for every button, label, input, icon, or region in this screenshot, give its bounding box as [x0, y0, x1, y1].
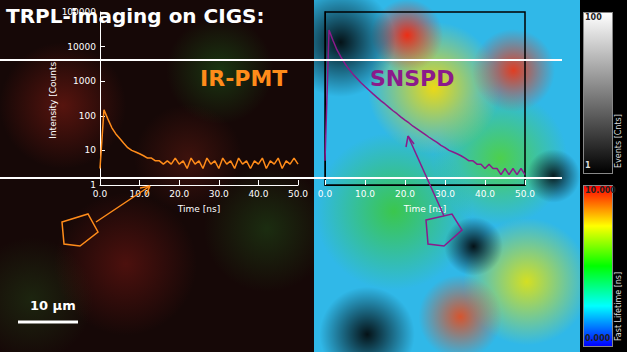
- svg-text:Intensity [Counts]: Intensity [Counts]: [48, 58, 58, 138]
- svg-text:40.0: 40.0: [248, 189, 268, 199]
- svg-text:10000: 10000: [67, 42, 96, 52]
- svg-text:100: 100: [79, 111, 96, 121]
- svg-text:1000: 1000: [73, 76, 96, 86]
- svg-text:0.0: 0.0: [93, 189, 108, 199]
- svg-text:50.0: 50.0: [515, 189, 535, 199]
- svg-text:0.0: 0.0: [318, 189, 333, 199]
- svg-text:20.0: 20.0: [395, 189, 415, 199]
- svg-text:30.0: 30.0: [435, 189, 455, 199]
- svg-text:100000: 100000: [62, 7, 97, 17]
- svg-text:10.0: 10.0: [130, 189, 150, 199]
- svg-text:10: 10: [85, 145, 97, 155]
- svg-text:20.0: 20.0: [169, 189, 189, 199]
- svg-text:30.0: 30.0: [209, 189, 229, 199]
- svg-text:10.0: 10.0: [355, 189, 375, 199]
- svg-text:50.0: 50.0: [288, 189, 308, 199]
- svg-text:Time [ns]: Time [ns]: [403, 204, 446, 214]
- svg-text:40.0: 40.0: [475, 189, 495, 199]
- svg-text:Time [ns]: Time [ns]: [177, 204, 220, 214]
